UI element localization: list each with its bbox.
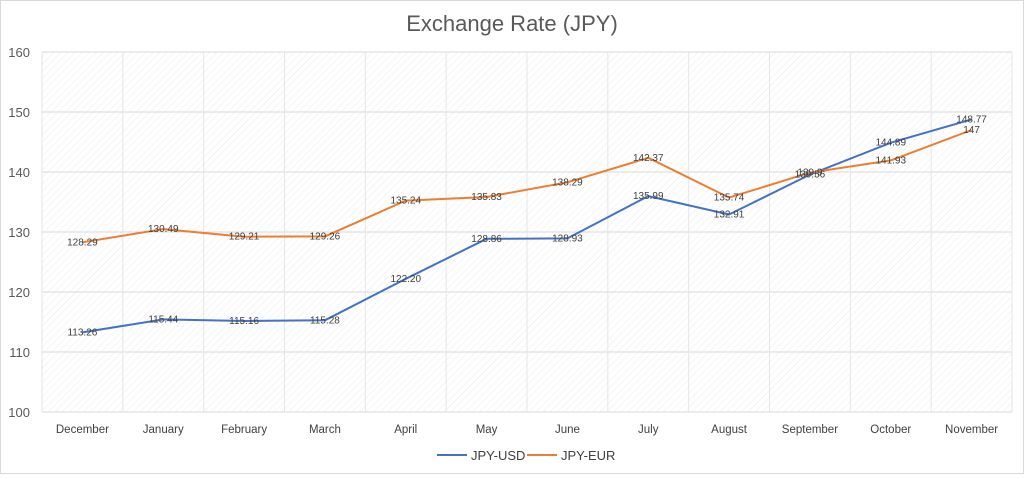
- data-label: 141.93: [875, 155, 906, 166]
- data-label: 115.16: [229, 316, 259, 327]
- data-label: 115.28: [310, 315, 340, 326]
- x-tick-label: February: [221, 424, 267, 436]
- x-tick-label: September: [782, 424, 838, 436]
- y-tick-label: 140: [8, 165, 30, 180]
- data-label: 129.26: [310, 231, 341, 242]
- data-label: 122.20: [390, 274, 421, 285]
- data-label: 128.29: [67, 237, 98, 248]
- series-line-jpy-eur: [82, 129, 972, 244]
- data-label: 144.89: [875, 138, 906, 149]
- data-label: 148.77: [956, 114, 987, 125]
- data-label: 128.86: [471, 234, 502, 245]
- y-tick-label: 130: [8, 225, 30, 240]
- x-tick-label: August: [711, 424, 748, 436]
- data-label: 147: [963, 125, 980, 136]
- x-tick-label: May: [476, 424, 498, 436]
- x-tick-label: July: [638, 424, 659, 436]
- data-label: 135.24: [390, 196, 421, 207]
- legend-entry: JPY-USD: [471, 448, 525, 463]
- y-axis: 100 110 120 130 140 150 160: [8, 45, 30, 420]
- x-tick-label: October: [870, 424, 911, 436]
- y-tick-label: 100: [8, 405, 30, 420]
- x-axis: December January February March April May June…: [56, 424, 998, 436]
- x-tick-label: March: [309, 424, 341, 436]
- data-label: 128.93: [552, 233, 583, 244]
- data-label: 132.91: [714, 210, 745, 221]
- data-label: 135.99: [633, 191, 664, 202]
- data-label: 138.29: [552, 177, 583, 188]
- x-tick-label: April: [394, 424, 417, 436]
- data-label: 135.74: [714, 193, 745, 204]
- data-label: 130.49: [148, 224, 179, 235]
- series-line-jpy-usd: [82, 118, 972, 334]
- x-tick-label: November: [945, 424, 998, 436]
- data-label: 142.37: [633, 153, 664, 164]
- y-tick-label: 150: [8, 105, 30, 120]
- y-tick-label: 160: [8, 45, 30, 60]
- data-label: 115.44: [148, 314, 178, 325]
- series-lines: [82, 118, 972, 334]
- y-tick-label: 110: [9, 345, 30, 360]
- data-label: 139.9: [797, 168, 822, 179]
- data-label: 135.83: [471, 192, 502, 203]
- gridlines: [41, 51, 1013, 413]
- x-tick-label: January: [143, 424, 184, 436]
- x-tick-label: June: [555, 424, 580, 436]
- y-tick-label: 120: [8, 285, 30, 300]
- chart-title: Exchange Rate (JPY): [406, 11, 618, 36]
- legend-entry: JPY-EUR: [561, 448, 615, 463]
- data-label: 139.56: [795, 170, 826, 181]
- data-label: 113.26: [67, 327, 97, 338]
- legend: JPY-USD JPY-EUR: [437, 448, 615, 463]
- data-label: 129.21: [229, 232, 260, 243]
- x-tick-label: December: [56, 424, 109, 436]
- data-labels: 113.26 115.44 115.16 115.28 122.20 128.86 128.…: [67, 114, 987, 338]
